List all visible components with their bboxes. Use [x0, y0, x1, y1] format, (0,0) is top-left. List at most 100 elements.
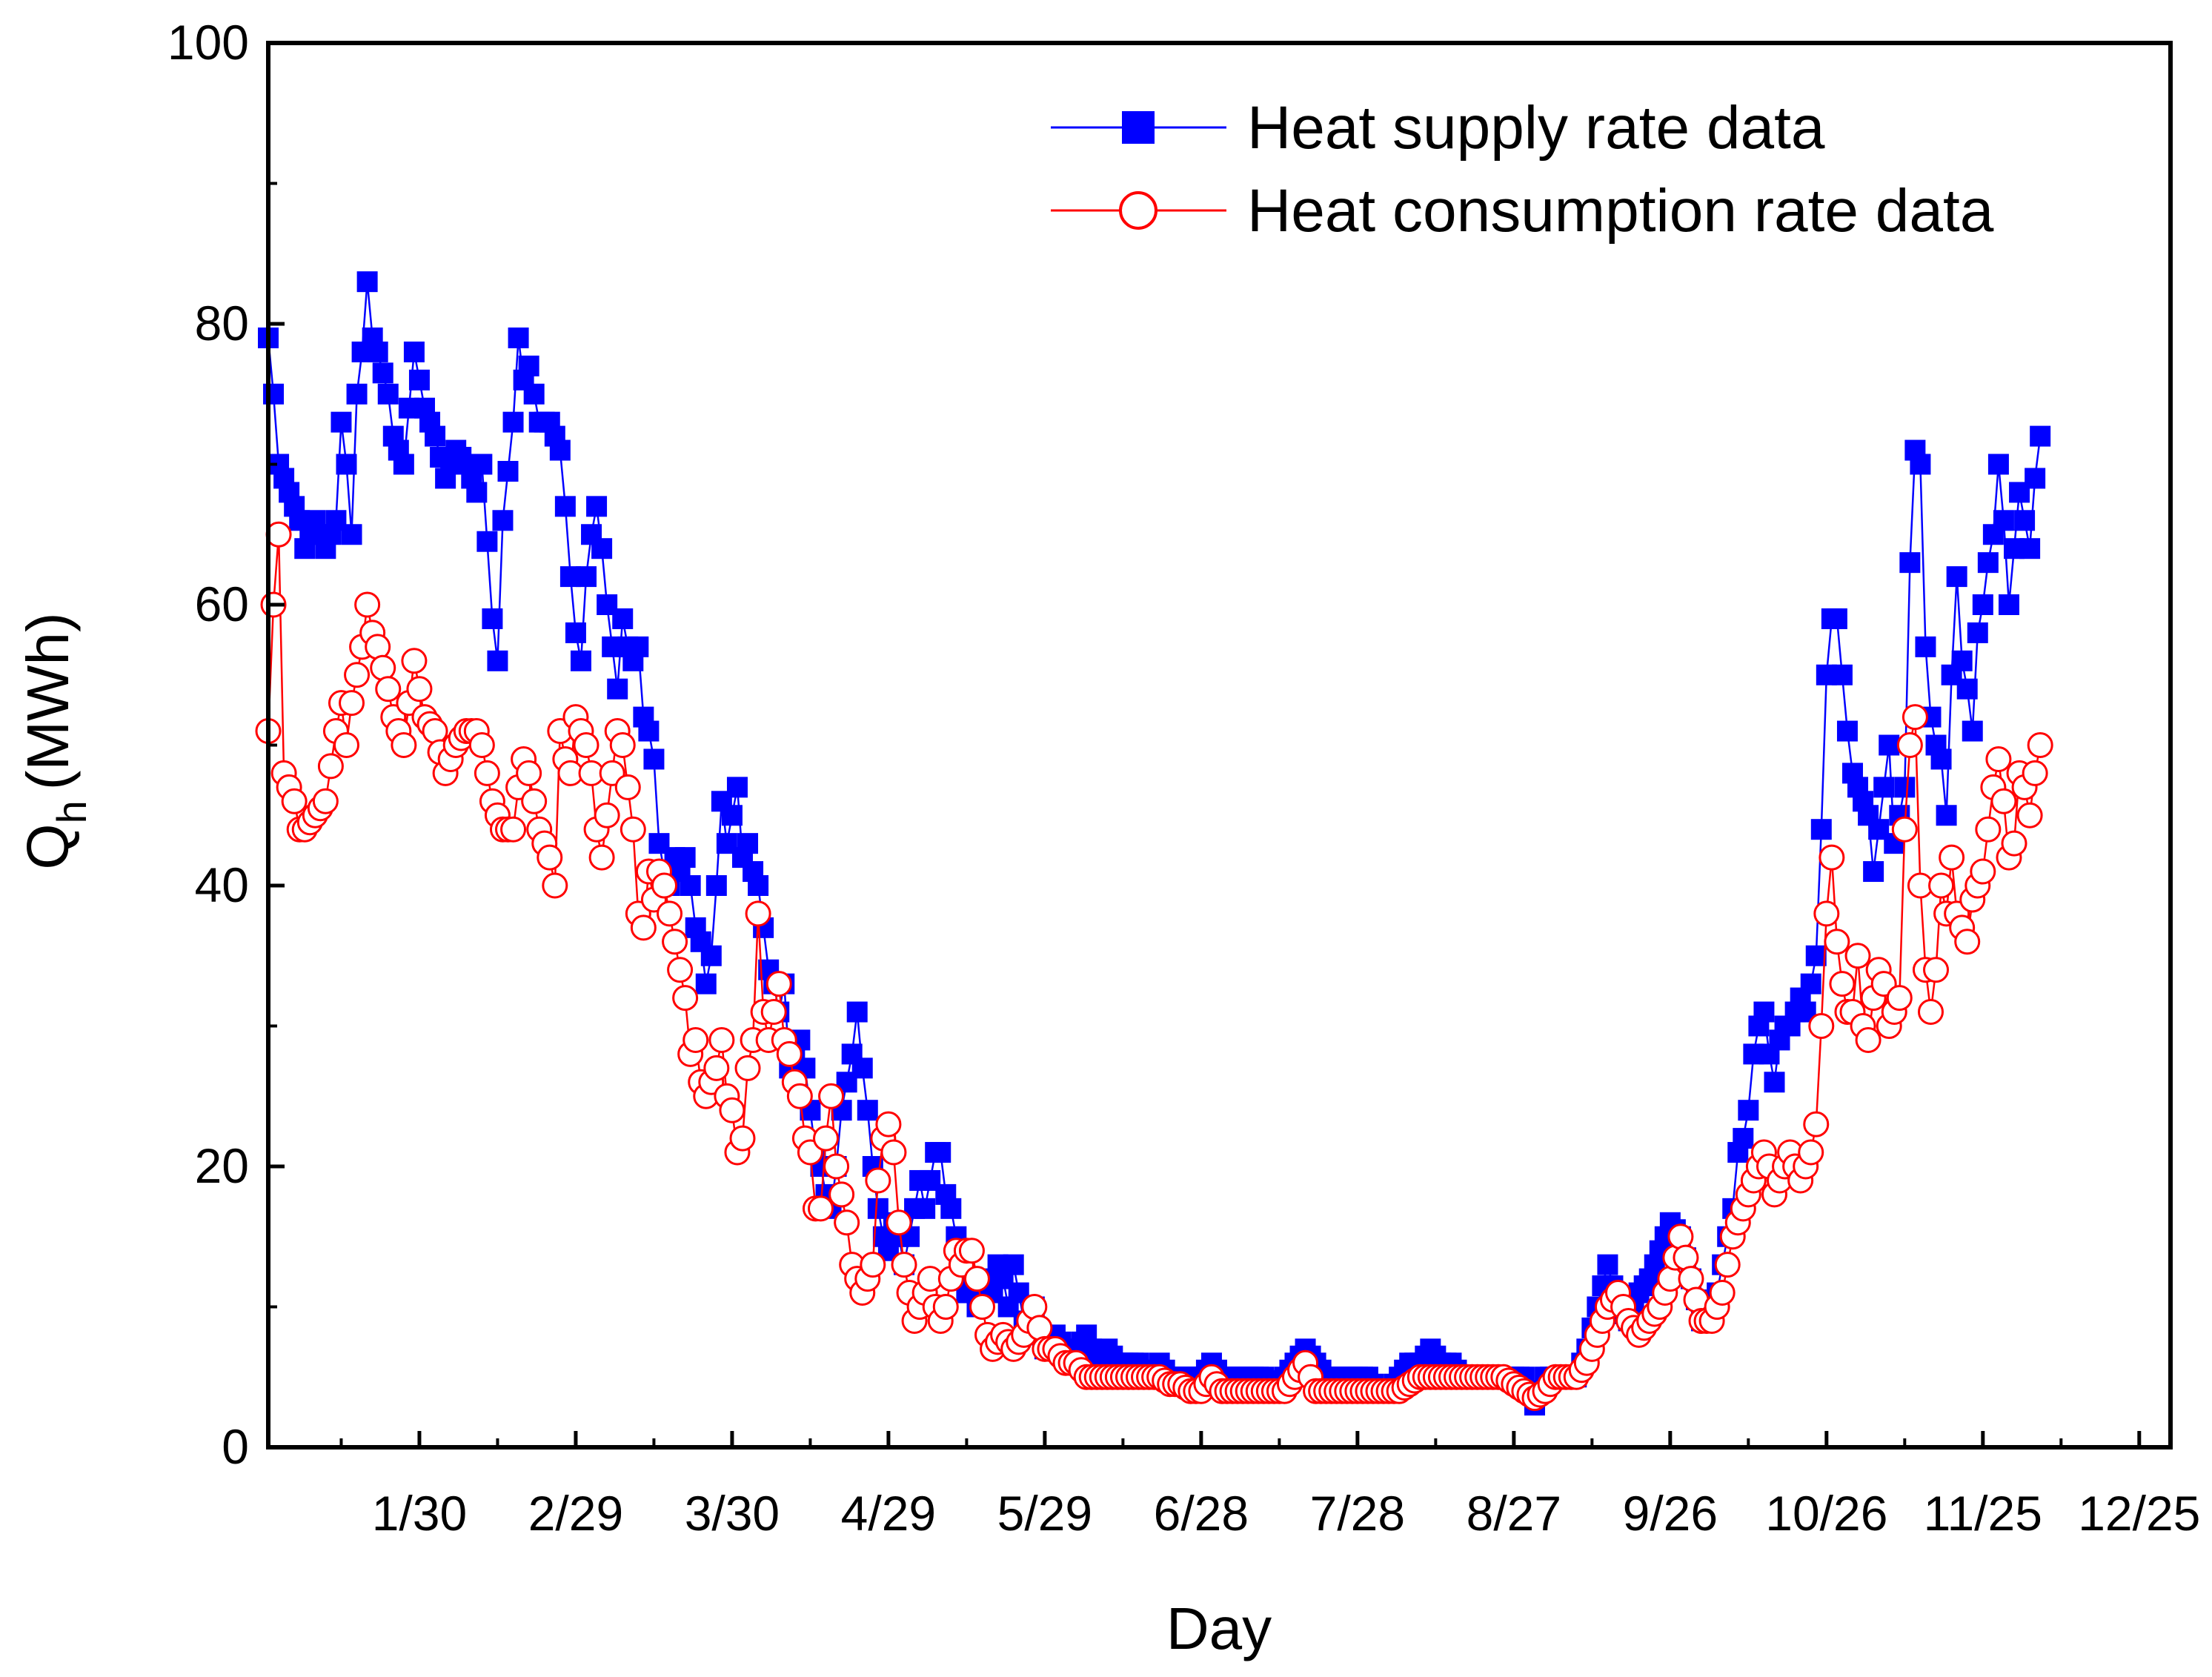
data-point [344, 662, 371, 688]
svg-text:Qh(MWh): Qh (MWh) [15, 612, 95, 869]
data-point [776, 1040, 803, 1067]
data-point [403, 341, 425, 362]
data-point [474, 760, 500, 786]
data-point [521, 788, 548, 814]
data-point [1923, 957, 1950, 983]
data-point [2014, 510, 2036, 531]
data-point [588, 844, 615, 871]
data-point [823, 1153, 850, 1180]
x-tick-label: 5/29 [997, 1486, 1092, 1541]
data-point [1798, 1139, 1824, 1166]
data-point [377, 383, 399, 405]
data-point [317, 753, 344, 780]
data-point [408, 369, 430, 391]
data-point [651, 872, 677, 899]
data-point [391, 732, 417, 758]
y-tick-label: 100 [167, 15, 249, 70]
data-point [516, 760, 542, 786]
data-point [1936, 805, 1957, 826]
data-point [930, 1142, 951, 1163]
data-point [549, 439, 571, 461]
data-point [523, 383, 545, 405]
data-point [1829, 971, 1856, 997]
x-tick-label: 2/29 [528, 1486, 623, 1541]
data-point [341, 524, 362, 545]
data-point [737, 833, 759, 854]
data-point [1899, 552, 1921, 574]
y-tick-label: 40 [195, 857, 249, 912]
data-point [1810, 819, 1832, 840]
data-point [695, 973, 717, 994]
data-point [1946, 566, 1967, 588]
data-point [365, 634, 391, 660]
x-tick-label: 3/30 [685, 1486, 780, 1541]
legend: Heat supply rate data Heat consumption r… [1051, 94, 1994, 245]
data-point [1891, 816, 1918, 843]
data-point [576, 566, 597, 588]
y-tick-label: 0 [222, 1419, 249, 1474]
y-axis-title-subscript: h [48, 800, 95, 823]
data-point [1738, 1100, 1759, 1121]
data-point [1896, 732, 1923, 758]
data-point [1962, 720, 1983, 742]
data-point [1667, 1223, 1694, 1250]
data-point [1753, 1001, 1775, 1023]
data-point [1673, 1244, 1699, 1271]
data-point [367, 341, 388, 362]
data-point [729, 1125, 756, 1152]
data-point [1987, 454, 2009, 475]
data-point [2027, 732, 2053, 758]
data-point [1917, 999, 1944, 1026]
data-point [708, 1026, 735, 1053]
data-point [1956, 678, 1978, 700]
x-axis: 1/30 2/29 3/30 4/29 5/29 6/28 7/28 8/27 9/26 10/2… [339, 1431, 2200, 1541]
data-point [1930, 748, 1952, 770]
data-point [1803, 1111, 1830, 1138]
data-point [372, 362, 393, 384]
data-point [518, 355, 539, 376]
x-tick-label: 7/28 [1310, 1486, 1405, 1541]
data-point [680, 875, 701, 896]
data-point [914, 1198, 936, 1219]
data-point [1844, 943, 1871, 969]
data-point [570, 650, 591, 671]
data-point [657, 900, 683, 927]
data-point [703, 1055, 730, 1081]
data-point [891, 1252, 917, 1278]
y-axis-title-symbol: Q [15, 823, 81, 869]
data-point [1597, 1254, 1618, 1275]
data-point [719, 1097, 745, 1123]
data-point [1928, 872, 1955, 899]
data-point [500, 816, 527, 843]
data-point [748, 875, 769, 896]
data-point [537, 844, 563, 871]
data-point [1800, 973, 1821, 994]
data-point [1733, 1128, 1754, 1149]
data-point [886, 1209, 912, 1236]
data-point [682, 1026, 709, 1053]
data-point [1831, 664, 1853, 685]
data-point [2019, 538, 2041, 559]
data-point [508, 327, 529, 348]
data-point [857, 1100, 878, 1121]
data-point [745, 900, 771, 927]
data-point [565, 622, 586, 643]
data-point [880, 1139, 907, 1166]
data-point [1003, 1254, 1024, 1275]
legend-label-consumption: Heat consumption rate data [1247, 177, 1994, 245]
data-point [336, 454, 357, 475]
x-tick-label: 6/28 [1154, 1486, 1249, 1541]
data-point [813, 1125, 840, 1152]
data-point [1939, 844, 1965, 871]
data-point [963, 1266, 990, 1292]
y-tick-label: 60 [195, 577, 249, 631]
y-axis-title: Qh (MWh) [15, 612, 95, 869]
data-point [375, 676, 402, 703]
data-point [734, 1055, 761, 1081]
data-point [487, 650, 508, 671]
x-tick-label: 1/30 [372, 1486, 467, 1541]
data-point [1714, 1252, 1741, 1278]
data-point [1970, 858, 1996, 885]
data-point [846, 1001, 868, 1023]
data-point [1819, 844, 1845, 871]
